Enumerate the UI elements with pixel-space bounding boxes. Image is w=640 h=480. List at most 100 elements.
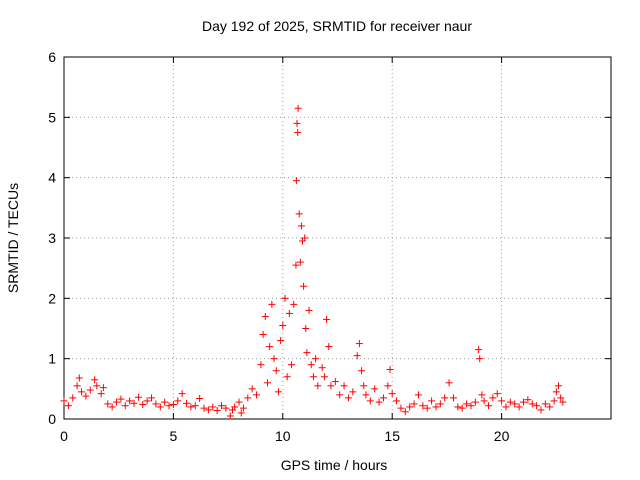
x-axis-label: GPS time / hours: [281, 457, 388, 473]
data-point: [174, 397, 182, 405]
data-point: [209, 403, 217, 411]
data-point: [75, 374, 83, 382]
data-point: [222, 404, 230, 412]
data-point: [498, 397, 506, 405]
data-point: [268, 300, 276, 308]
data-point: [266, 343, 274, 351]
data-point: [336, 391, 344, 399]
data-point: [410, 400, 418, 408]
data-point: [314, 382, 322, 390]
data-point: [493, 390, 501, 398]
data-point: [300, 282, 308, 290]
data-point: [397, 404, 405, 412]
data-point: [130, 399, 138, 407]
data-point: [475, 346, 483, 354]
y-tick-label: 3: [48, 230, 56, 246]
x-tick-label: 5: [170, 428, 178, 444]
data-point: [541, 400, 549, 408]
data-point: [454, 403, 462, 411]
data-point: [121, 402, 129, 410]
data-point: [64, 402, 72, 410]
data-point: [191, 402, 199, 410]
data-point: [295, 210, 303, 218]
data-point: [476, 355, 484, 363]
data-point: [126, 397, 134, 405]
data-point: [366, 397, 374, 405]
data-point: [60, 397, 68, 405]
y-tick-label: 4: [48, 170, 56, 186]
data-point: [506, 398, 514, 406]
data-point: [519, 398, 527, 406]
data-point: [294, 128, 302, 136]
data-point: [515, 403, 523, 411]
data-point: [325, 343, 333, 351]
data-point: [285, 309, 293, 317]
data-point: [432, 403, 440, 411]
data-point: [379, 394, 387, 402]
data-point: [257, 361, 265, 369]
data-point: [463, 400, 471, 408]
data-point: [320, 373, 328, 381]
data-point: [91, 376, 99, 384]
data-point: [471, 398, 479, 406]
data-point: [82, 392, 90, 400]
grid-layer: [64, 57, 611, 419]
x-tick-label: 20: [494, 428, 510, 444]
data-point: [161, 398, 169, 406]
data-point: [218, 402, 226, 410]
data-point: [449, 394, 457, 402]
data-point: [165, 402, 173, 410]
data-point: [78, 388, 86, 396]
data-point: [318, 364, 326, 372]
data-point: [86, 386, 94, 394]
data-point: [296, 258, 304, 266]
data-point: [302, 325, 310, 332]
data-point: [108, 403, 116, 411]
data-point: [277, 337, 285, 345]
data-point: [436, 400, 444, 408]
data-point: [297, 222, 305, 230]
data-point: [200, 404, 208, 412]
chart-title: Day 192 of 2025, SRMTID for receiver nau…: [202, 18, 472, 34]
data-point: [73, 382, 81, 390]
data-point: [288, 361, 296, 369]
data-point: [244, 394, 252, 402]
data-point: [344, 394, 352, 402]
data-point: [401, 408, 409, 416]
data-point: [458, 404, 466, 412]
data-point: [248, 385, 256, 393]
data-point: [537, 406, 545, 414]
x-tick-label: 15: [384, 428, 400, 444]
data-point: [294, 104, 302, 112]
y-tick-label: 1: [48, 351, 56, 367]
data-point: [69, 394, 77, 402]
data-point: [502, 403, 510, 411]
data-point: [478, 391, 486, 399]
data-point: [362, 391, 370, 399]
data-point: [261, 312, 269, 320]
data-point: [117, 395, 125, 403]
data-point: [113, 398, 121, 406]
data-point: [550, 397, 558, 405]
data-point: [484, 402, 492, 410]
data-point: [93, 382, 101, 390]
data-point: [270, 355, 278, 363]
data-point: [559, 398, 567, 406]
data-point: [340, 382, 348, 390]
x-tick-label: 10: [275, 428, 291, 444]
data-point: [554, 382, 562, 390]
y-axis-label: SRMTID / TECUs: [5, 183, 21, 293]
x-tick-label: 0: [60, 428, 68, 444]
y-tick-label: 5: [48, 109, 56, 125]
data-point: [178, 390, 186, 398]
data-point: [331, 378, 339, 386]
data-point: [533, 402, 541, 410]
data-point: [511, 400, 519, 408]
data-point: [423, 404, 431, 412]
data-point: [281, 294, 289, 302]
data-point: [307, 361, 315, 369]
data-point: [371, 385, 379, 393]
data-point: [226, 412, 234, 420]
